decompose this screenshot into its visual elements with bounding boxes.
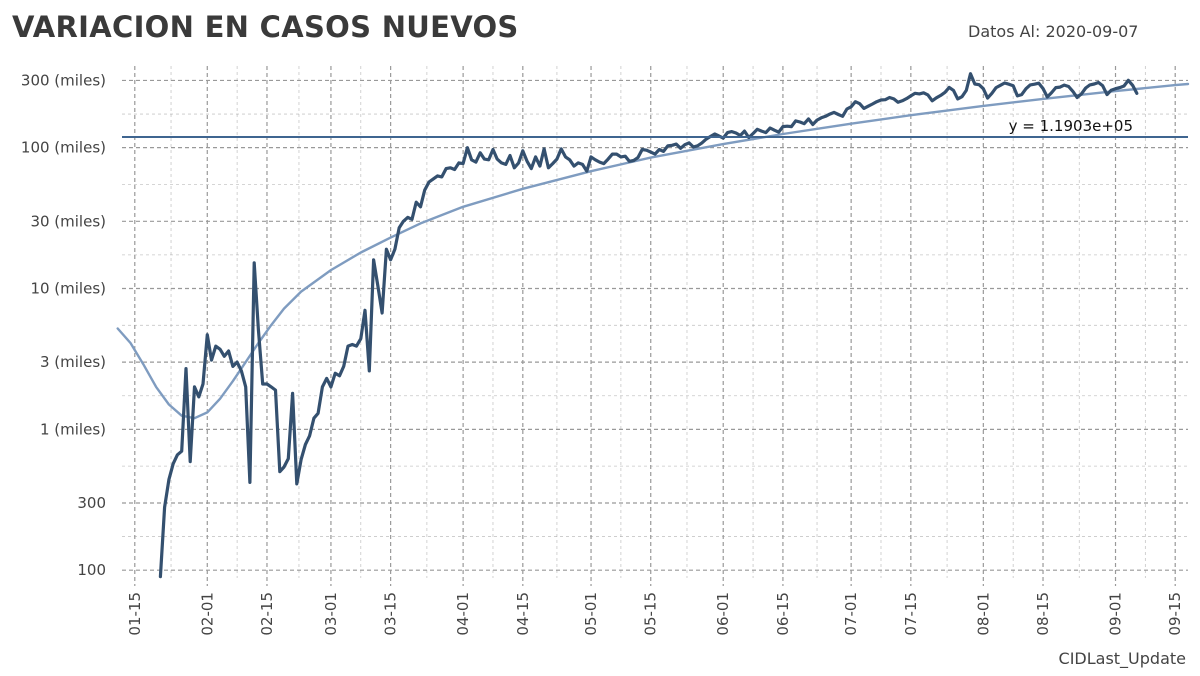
x-tick-label: 02-01 xyxy=(198,592,216,636)
data-date-label: Datos Al: 2020-09-07 xyxy=(968,22,1139,41)
x-tick-label: 03-15 xyxy=(382,592,400,636)
y-tick-label: 300 (miles) xyxy=(21,71,106,89)
x-tick-label: 02-15 xyxy=(258,592,276,636)
x-tick-label: 04-15 xyxy=(514,592,532,636)
y-tick-label: 30 (miles) xyxy=(30,212,106,230)
y-axis: 100 300 1 (miles) 3 (miles) 10 (miles) 30 (mi… xyxy=(21,71,106,579)
y-tick-label: 100 xyxy=(77,561,106,579)
x-tick-label: 03-01 xyxy=(322,592,340,636)
footer-caption: CIDLast_Update xyxy=(1058,649,1186,668)
chart-title: VARIACION EN CASOS NUEVOS xyxy=(12,10,519,44)
y-tick-label: 10 (miles) xyxy=(30,279,106,297)
y-tick-label: 300 xyxy=(77,494,106,512)
reference-hline-label: y = 1.1903e+05 xyxy=(1009,117,1133,135)
x-tick-label: 04-01 xyxy=(454,592,472,636)
x-axis: 01-15 02-01 02-15 03-01 03-15 04-01 04-15 05-01… xyxy=(126,592,1184,636)
x-tick-label: 08-01 xyxy=(974,592,992,636)
x-tick-label: 09-01 xyxy=(1107,592,1125,636)
series-line-daily-cases xyxy=(158,72,1139,579)
x-tick-label: 07-15 xyxy=(902,592,920,636)
minor-grid xyxy=(122,66,1188,578)
x-tick-label: 08-15 xyxy=(1034,592,1052,636)
x-tick-label: 09-15 xyxy=(1166,592,1184,636)
x-tick-label: 05-15 xyxy=(642,592,660,636)
x-tick-label: 06-01 xyxy=(714,592,732,636)
x-tick-label: 05-01 xyxy=(582,592,600,636)
y-tick-label: 3 (miles) xyxy=(40,353,106,371)
x-tick-label: 01-15 xyxy=(126,592,144,636)
y-tick-label: 1 (miles) xyxy=(40,420,106,438)
y-tick-label: 100 (miles) xyxy=(21,139,106,157)
x-tick-label: 07-01 xyxy=(842,592,860,636)
major-grid xyxy=(122,66,1188,586)
x-tick-label: 06-15 xyxy=(774,592,792,636)
